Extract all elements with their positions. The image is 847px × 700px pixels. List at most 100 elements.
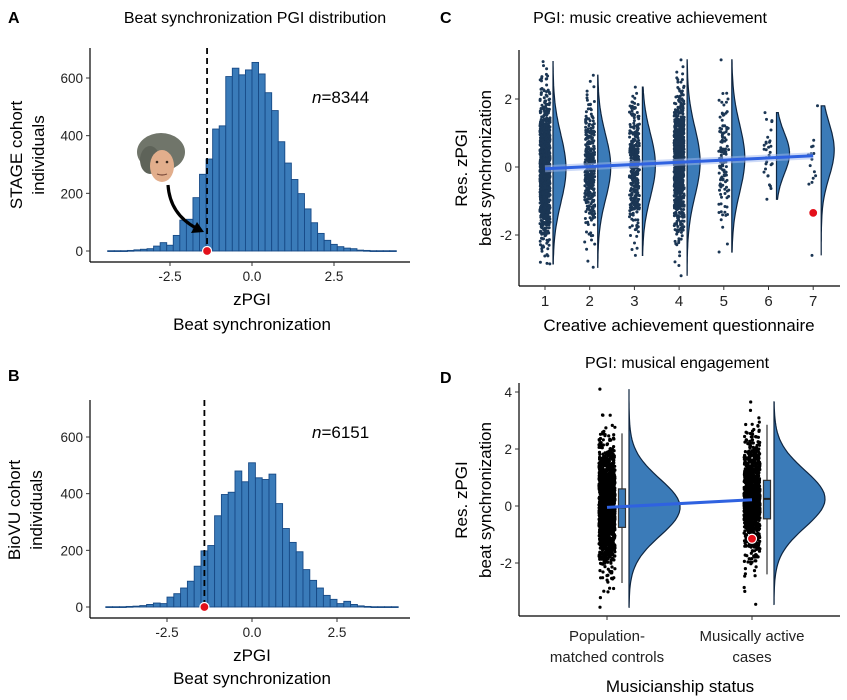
data-point [541, 191, 545, 195]
data-point [676, 128, 680, 132]
data-point [586, 200, 590, 204]
data-point [591, 152, 595, 156]
histogram-bar [218, 125, 227, 252]
data-point [679, 237, 683, 241]
raincloud-group-1 [538, 60, 567, 266]
histogram-bar [214, 515, 222, 608]
data-point [720, 100, 724, 104]
data-point [583, 195, 587, 199]
mouth [156, 173, 168, 176]
panel-c-xlabel: Creative achievement questionnaire [543, 316, 814, 335]
data-point [585, 96, 589, 100]
data-point [725, 196, 729, 200]
data-point [544, 213, 548, 217]
data-point [539, 174, 543, 178]
data-point [588, 130, 592, 134]
data-point [541, 127, 545, 131]
data-point [607, 464, 611, 468]
data-point [636, 169, 640, 173]
data-point [548, 101, 552, 105]
data-point [541, 151, 545, 154]
data-point [599, 445, 603, 450]
histogram-bar [390, 606, 399, 608]
data-point [725, 127, 729, 131]
data-point [603, 524, 608, 528]
data-point [722, 152, 726, 155]
data-point [611, 531, 615, 536]
data-point [539, 229, 543, 233]
data-point [672, 176, 676, 180]
data-point [629, 234, 632, 237]
data-point [547, 218, 551, 221]
highlight-point [199, 601, 210, 613]
data-point [724, 173, 728, 177]
data-point [585, 155, 589, 159]
data-point [674, 95, 678, 99]
panel-d-ylabel-line1: Res. zPGI [452, 461, 471, 538]
data-point [606, 573, 610, 577]
data-point [633, 138, 637, 142]
data-point [679, 207, 683, 211]
data-point [635, 224, 639, 228]
data-point [544, 226, 548, 230]
data-point [634, 148, 638, 152]
data-point [587, 124, 591, 128]
data-point [636, 103, 640, 106]
data-point [545, 261, 549, 265]
data-point [541, 211, 545, 215]
data-point [637, 206, 641, 210]
data-point [585, 93, 589, 97]
data-point [547, 226, 551, 230]
data-point [678, 205, 682, 209]
data-point [597, 542, 601, 546]
data-point [542, 245, 546, 249]
data-point [721, 177, 725, 181]
beethoven-portrait-icon [137, 133, 185, 182]
data-point [602, 456, 606, 460]
data-point [768, 184, 772, 188]
panel-c-ylabel-line2: beat synchronization [476, 90, 495, 246]
data-point [721, 225, 725, 229]
data-point [598, 387, 602, 391]
data-point [586, 181, 590, 184]
data-point [586, 223, 590, 226]
histogram-bar [370, 606, 379, 608]
data-point [611, 448, 615, 452]
data-point [592, 100, 596, 103]
data-point [682, 99, 685, 103]
histogram-bar [146, 248, 155, 252]
data-point [674, 191, 678, 195]
data-point [679, 58, 683, 62]
data-point [541, 144, 545, 148]
data-point [591, 125, 595, 129]
data-point [766, 174, 770, 178]
data-point [539, 187, 543, 191]
data-point [742, 585, 746, 590]
data-point [811, 176, 815, 180]
panel-d-xtick-cases-line2: cases [732, 649, 771, 666]
data-point [606, 560, 610, 564]
panel-b-n-annotation: n=6151 [312, 423, 369, 442]
data-point [539, 138, 543, 142]
data-point [673, 228, 677, 232]
data-point [589, 234, 593, 238]
data-point [592, 133, 596, 137]
data-point [723, 192, 727, 195]
data-point [721, 112, 724, 116]
data-point [629, 175, 632, 179]
data-point [676, 214, 680, 218]
data-point [539, 243, 542, 247]
data-point [720, 195, 723, 199]
data-point [545, 218, 549, 222]
data-point [631, 211, 635, 215]
data-point [601, 522, 605, 526]
data-point [539, 141, 543, 145]
data-point [769, 128, 773, 132]
data-point [636, 193, 640, 197]
data-point [541, 224, 545, 228]
histogram-bar [113, 250, 122, 252]
histogram-bar [309, 579, 318, 608]
histogram-bar [248, 462, 256, 608]
data-point [681, 215, 685, 219]
data-point [601, 576, 605, 580]
